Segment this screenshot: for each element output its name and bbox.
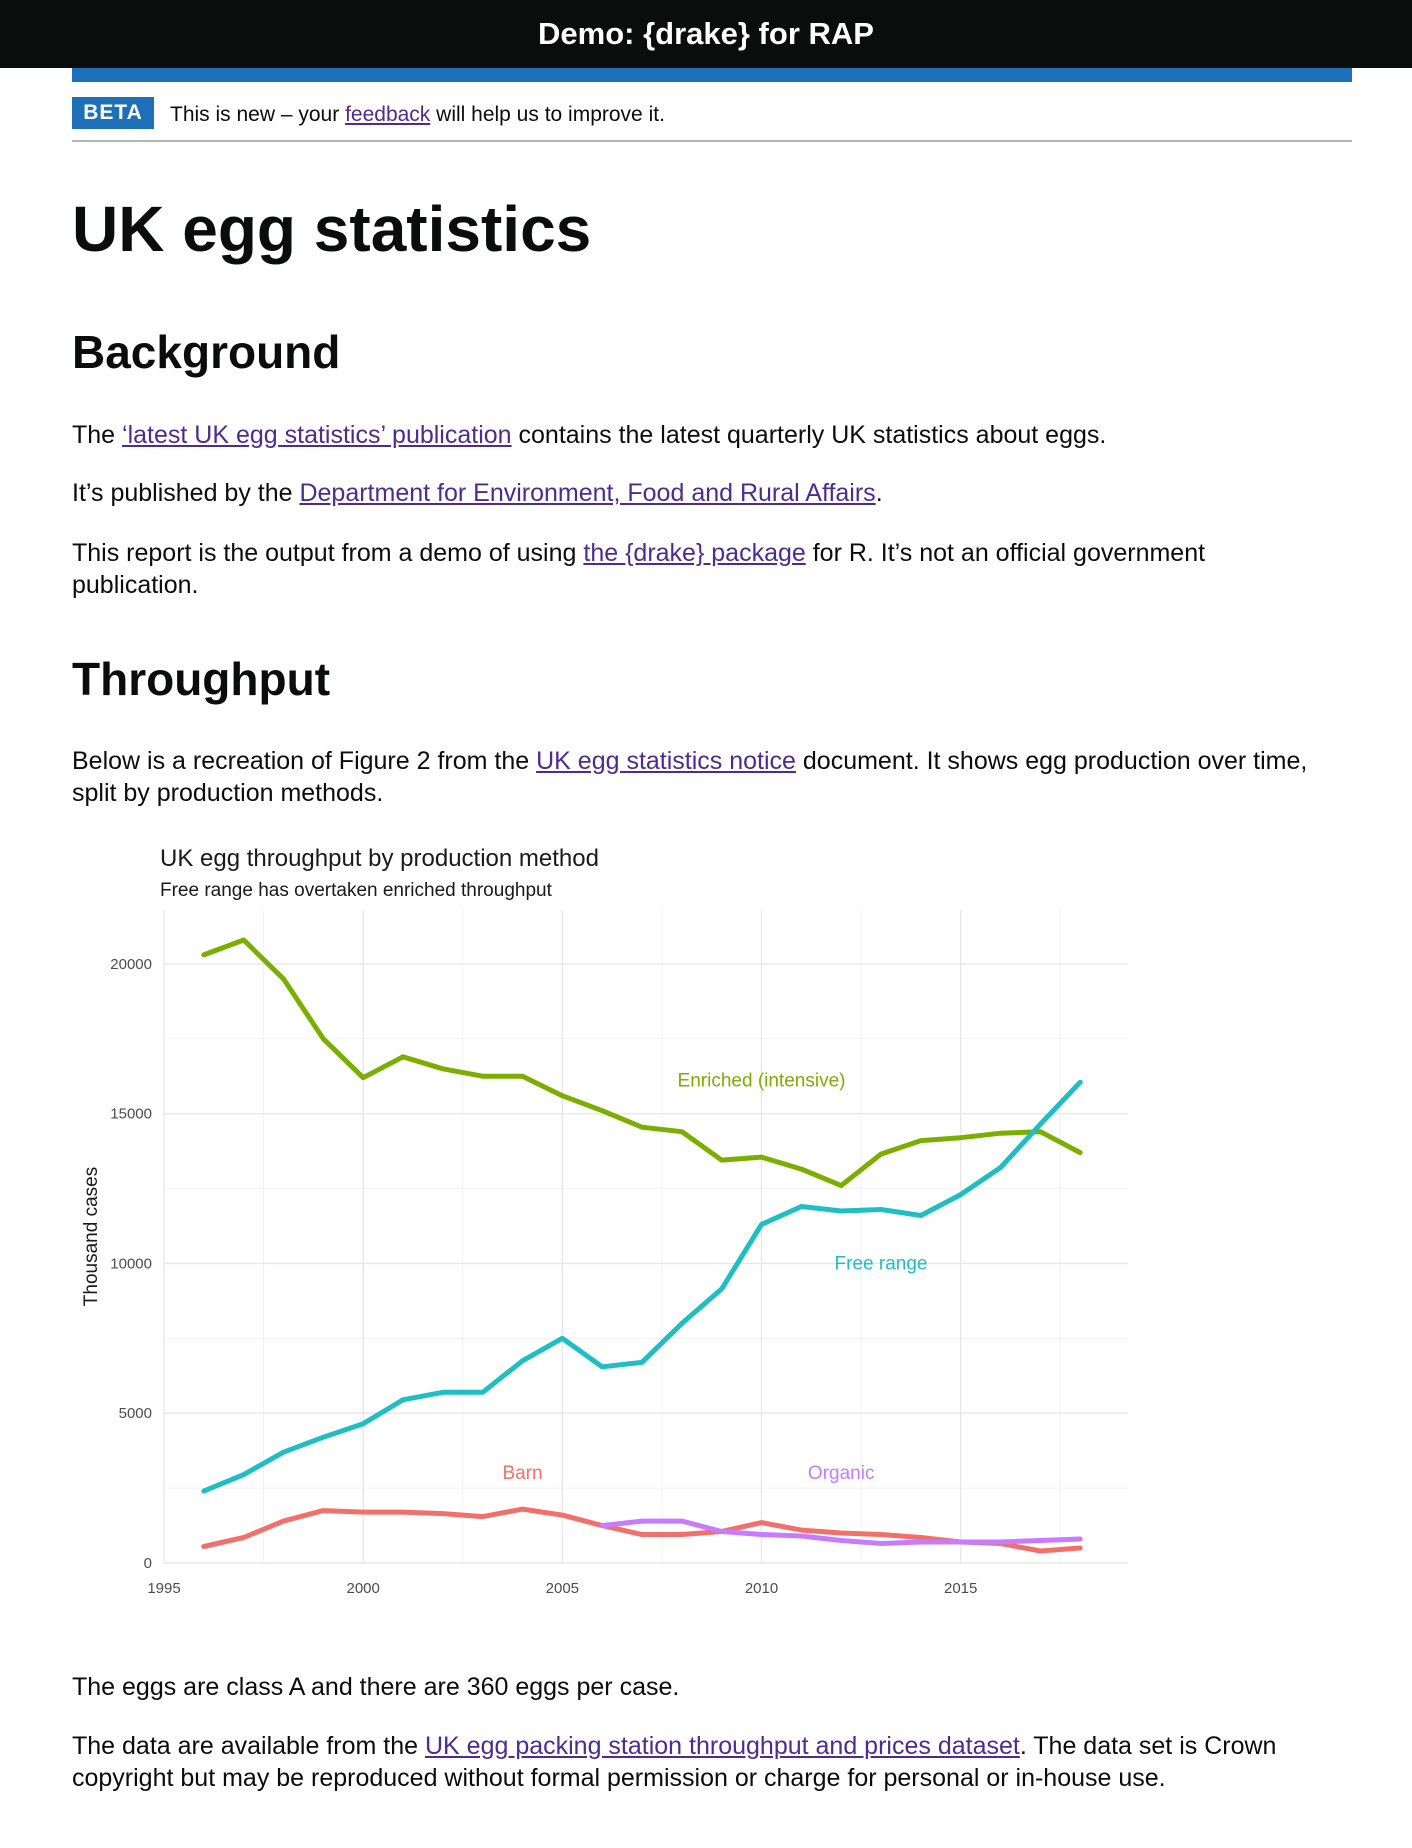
x-tick-label: 2015	[944, 1580, 977, 1597]
defra-link[interactable]: Department for Environment, Food and Rur…	[299, 479, 876, 507]
throughput-chart: 1995 2000 2005 2010 2015 0 5000 10000 15000 20000…	[72, 840, 1152, 1610]
tp-p1-before: Below is a recreation of Figure 2 from t…	[72, 747, 537, 775]
page-title: UK egg statistics	[72, 193, 592, 265]
x-tick-label: 2005	[546, 1580, 579, 1597]
throughput-paragraph-3: The data are available from the UK egg p…	[72, 1730, 1342, 1794]
header-accent-bar	[72, 68, 1352, 82]
series-line-free-range	[201, 1079, 1083, 1494]
series-label: Barn	[502, 1463, 542, 1484]
bg-p1-after: contains the latest quarterly UK statist…	[511, 421, 1107, 449]
y-tick-label: 5000	[119, 1405, 152, 1422]
phase-text-before: This is new – your	[170, 103, 346, 126]
throughput-heading: Throughput	[72, 653, 331, 705]
x-tick-label: 1995	[147, 1580, 180, 1597]
series-line-barn	[201, 1506, 1083, 1554]
tp-p1-after: document. It shows egg production over t…	[72, 747, 1308, 807]
y-tick-label: 15000	[110, 1106, 152, 1123]
series-label: Enriched (intensive)	[678, 1071, 846, 1092]
phase-banner: BETA This is new – your feedback will he…	[72, 97, 1352, 142]
phase-tag: BETA	[72, 97, 154, 129]
egg-dataset-link[interactable]: UK egg packing station throughput and pr…	[424, 1732, 1020, 1760]
tp-p3-after: . The data set is Crown copyright but ma…	[72, 1732, 1277, 1792]
header-title: Demo: {drake} for RAP	[538, 16, 874, 51]
throughput-chart-svg: 1995 2000 2005 2010 2015 0 5000 10000 15000 20000…	[81, 845, 1128, 1597]
y-axis-label: Thousand cases	[81, 1167, 102, 1306]
background-paragraph-3: This report is the output from a demo of…	[72, 537, 1252, 601]
bg-p3-after: for R. It’s not an official government p…	[72, 539, 1206, 599]
y-tick-label: 0	[144, 1555, 152, 1572]
background-paragraph-1: The ‘latest UK egg statistics’ publicati…	[72, 419, 1352, 451]
y-tick-label: 10000	[110, 1255, 152, 1272]
y-tick-label: 20000	[110, 956, 152, 973]
chart-title: UK egg throughput by production method	[160, 845, 599, 872]
throughput-paragraph-1: Below is a recreation of Figure 2 from t…	[72, 745, 1352, 809]
bg-p2-after: .	[875, 479, 883, 507]
series-label: Free range	[835, 1253, 928, 1274]
bg-p1-before: The	[72, 421, 123, 449]
series-line-enriched-intensive	[201, 937, 1083, 1189]
feedback-link[interactable]: feedback	[345, 103, 431, 126]
phase-text-after: will help us to improve it.	[430, 103, 665, 126]
bg-p3-before: This report is the output from a demo of…	[72, 539, 584, 567]
site-header: Demo: {drake} for RAP	[0, 0, 1412, 68]
egg-statistics-publication-link[interactable]: ‘latest UK egg statistics’ publication	[122, 421, 512, 449]
throughput-paragraph-2: The eggs are class A and there are 360 e…	[72, 1673, 680, 1701]
series-line-organic	[599, 1518, 1083, 1546]
bg-p2-before: It’s published by the	[72, 479, 300, 507]
x-tick-label: 2010	[745, 1580, 778, 1597]
chart-subtitle: Free range has overtaken enriched throug…	[160, 880, 553, 901]
background-paragraph-2: It’s published by the Department for Env…	[72, 477, 1352, 509]
egg-statistics-notice-link[interactable]: UK egg statistics notice	[536, 747, 796, 775]
series-label: Organic	[808, 1463, 875, 1484]
phase-banner-text: This is new – your feedback will help us…	[170, 103, 665, 127]
background-heading: Background	[72, 326, 341, 378]
tp-p3-before: The data are available from the	[72, 1732, 425, 1760]
x-tick-label: 2000	[346, 1580, 379, 1597]
drake-package-link[interactable]: the {drake} package	[583, 539, 806, 567]
